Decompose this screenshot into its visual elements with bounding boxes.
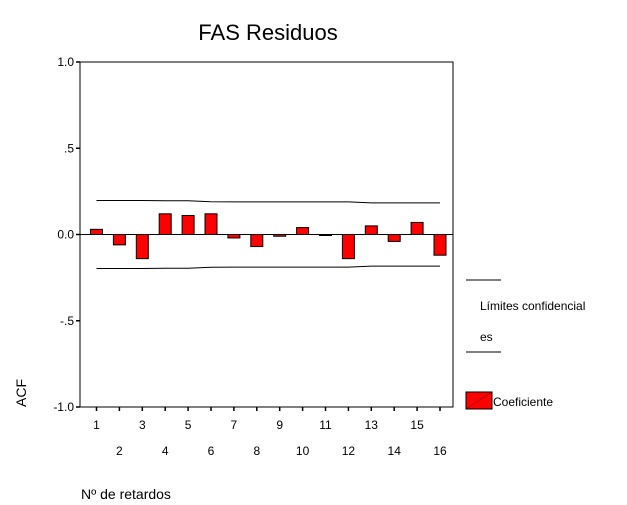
bar-lag-9 xyxy=(273,234,287,237)
legend-bar-label: Coeficiente xyxy=(493,395,553,409)
bar-lag-3 xyxy=(135,234,149,260)
x-tick-label: 15 xyxy=(410,418,424,432)
bar-lag-15 xyxy=(410,221,424,236)
y-tick-label: 1.0 xyxy=(57,55,74,69)
y-axis: 1.0 .5 0.0 -.5 -1.0 xyxy=(53,55,80,414)
legend: Límites confidencial es Coeficiente xyxy=(465,279,585,410)
x-axis-label: Nº de retardos xyxy=(81,486,171,502)
bar-lag-16 xyxy=(433,234,447,256)
legend-swatch-hatch xyxy=(465,391,493,410)
legend-limits-label-line1: Límites confidencial xyxy=(480,299,585,313)
y-tick-label: 0.0 xyxy=(57,228,74,242)
confidence-limits xyxy=(96,200,440,269)
bar-lag-11 xyxy=(319,234,332,236)
x-tick-label: 13 xyxy=(365,418,379,432)
legend-limits-label-line2: es xyxy=(480,330,493,344)
x-tick-label: 8 xyxy=(253,444,260,458)
bar-lag-13 xyxy=(364,225,378,235)
bar-lag-6 xyxy=(204,213,218,236)
x-tick-label: 1 xyxy=(93,418,100,432)
bar-lag-8 xyxy=(250,234,264,248)
bar-lag-1 xyxy=(90,228,103,235)
x-tick-label: 16 xyxy=(433,444,447,458)
y-tick-label: -.5 xyxy=(60,314,74,328)
x-tick-label: 4 xyxy=(162,444,169,458)
x-tick-label: 5 xyxy=(185,418,192,432)
bar-lag-5 xyxy=(181,215,195,235)
x-tick-label: 12 xyxy=(342,444,356,458)
y-axis-label: ACF xyxy=(13,379,29,407)
y-tick-label: -1.0 xyxy=(53,400,74,414)
confidence-limit-upper xyxy=(96,200,440,204)
x-tick-label: 2 xyxy=(116,444,123,458)
x-tick-label: 3 xyxy=(139,418,146,432)
y-tick-label: .5 xyxy=(64,141,74,155)
x-tick-label: 7 xyxy=(231,418,238,432)
bar-lag-12 xyxy=(341,234,355,260)
confidence-limit-lower xyxy=(96,265,440,269)
x-tick-label: 6 xyxy=(208,444,215,458)
x-tick-label: 10 xyxy=(296,444,310,458)
x-tick-label: 14 xyxy=(388,444,402,458)
x-tick-label: 11 xyxy=(319,418,332,432)
x-tick-label: 9 xyxy=(276,418,283,432)
chart-title: FAS Residuos xyxy=(198,20,337,45)
bar-lag-10 xyxy=(296,227,310,236)
bar-lag-2 xyxy=(112,234,126,246)
bar-lag-7 xyxy=(227,234,241,239)
bar-lag-14 xyxy=(387,234,401,242)
bar-lag-4 xyxy=(158,213,172,236)
bars-group xyxy=(90,213,447,260)
